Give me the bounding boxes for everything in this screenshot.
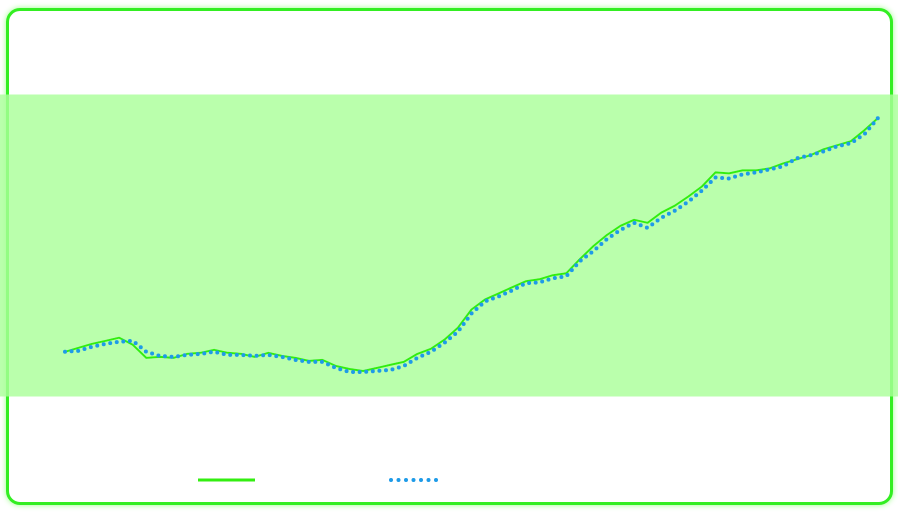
series-line xyxy=(64,117,879,372)
chart-frame xyxy=(6,8,893,505)
series-line xyxy=(63,116,880,374)
